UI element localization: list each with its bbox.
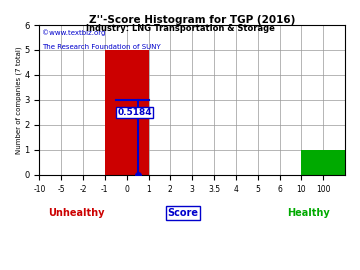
Text: Score: Score: [167, 208, 198, 218]
Bar: [105, 50, 149, 175]
Y-axis label: Number of companies (7 total): Number of companies (7 total): [15, 46, 22, 154]
Text: 0.5184: 0.5184: [117, 108, 152, 117]
Text: Industry: LNG Transportation & Storage: Industry: LNG Transportation & Storage: [86, 24, 274, 33]
Text: Unhealthy: Unhealthy: [48, 208, 104, 218]
Text: The Research Foundation of SUNY: The Research Foundation of SUNY: [42, 45, 161, 50]
Text: Healthy: Healthy: [287, 208, 330, 218]
Bar: [301, 150, 345, 175]
Title: Z''-Score Histogram for TGP (2016): Z''-Score Histogram for TGP (2016): [89, 15, 295, 25]
Text: ©www.textbiz.org: ©www.textbiz.org: [42, 29, 106, 36]
